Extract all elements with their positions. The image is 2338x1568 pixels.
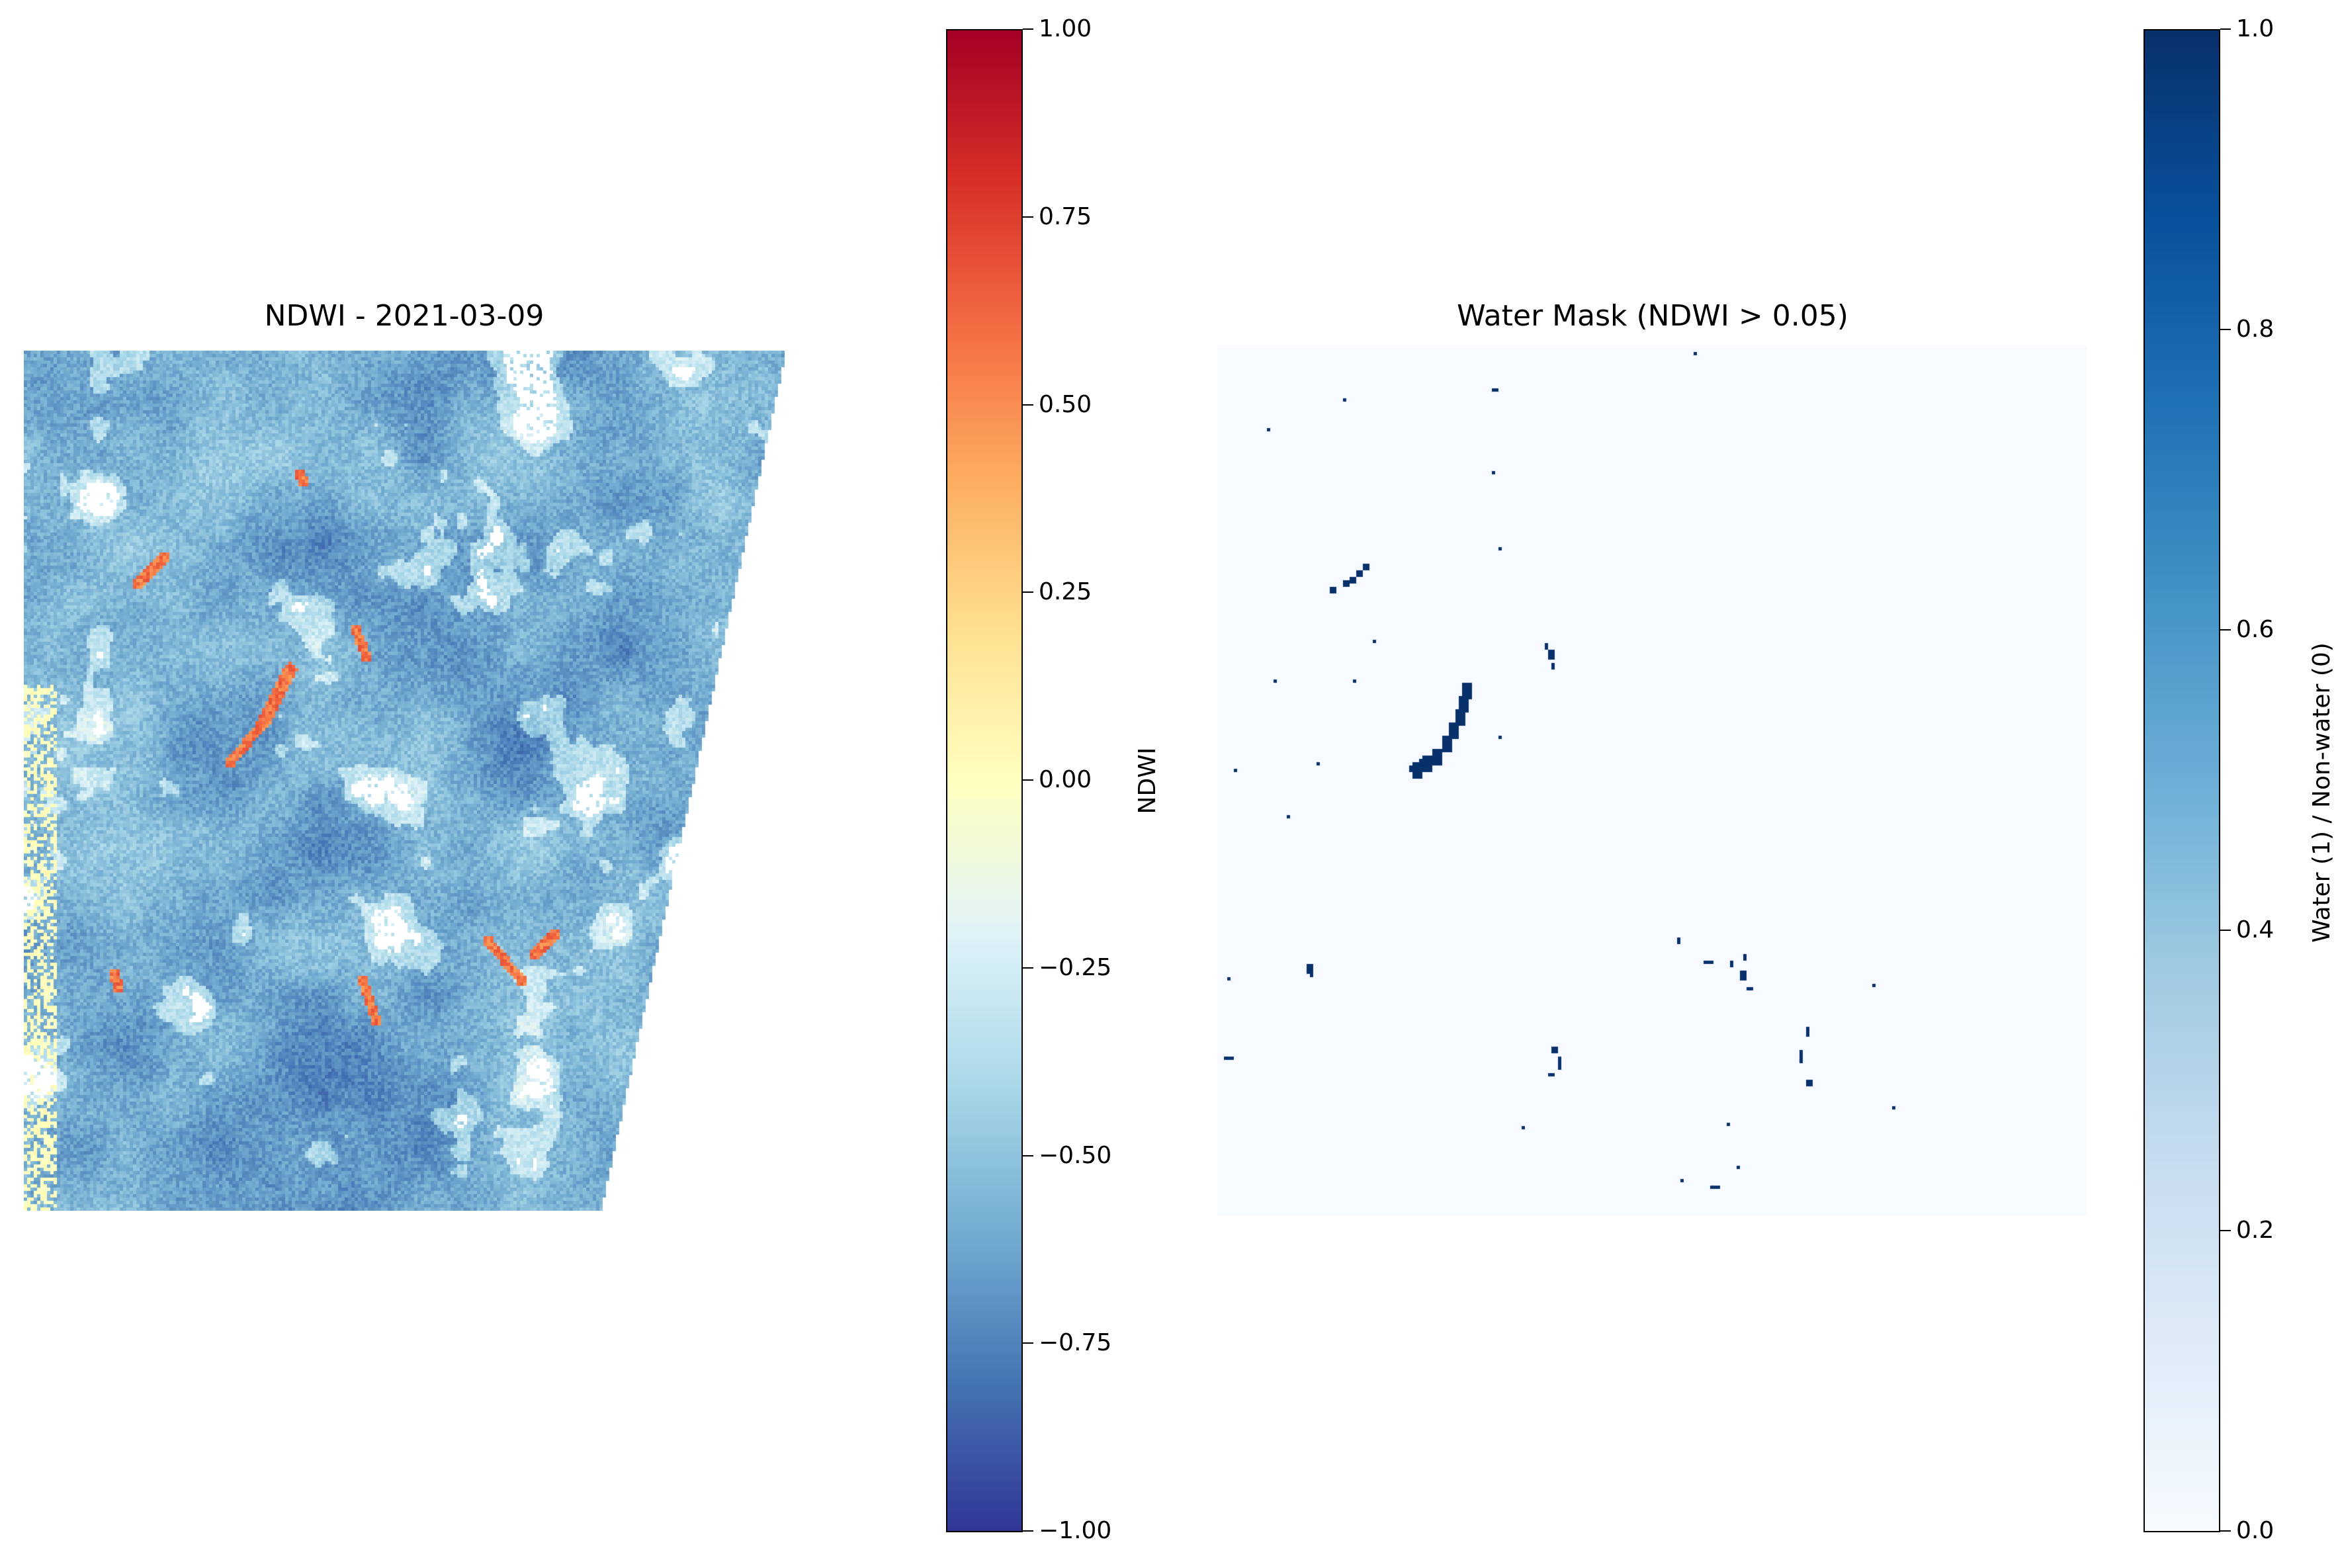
colorbar-tick: [1023, 1530, 1033, 1532]
colorbar-tick: [2220, 629, 2231, 631]
colorbar-tick-label: 0.00: [1039, 766, 1092, 793]
colorbar-tick: [1023, 591, 1033, 593]
colorbar-tick-label: −0.25: [1039, 953, 1112, 981]
water-mask-colorbar: [2143, 29, 2220, 1532]
cb2-gradient: [2145, 30, 2219, 1531]
colorbar-tick-label: 0.75: [1039, 202, 1092, 230]
colorbar-tick: [1023, 404, 1033, 406]
water-mask-colorbar-label: Water (1) / Non-water (0): [2308, 642, 2335, 943]
ndwi-title: NDWI - 2021-03-09: [264, 299, 544, 333]
cb1-gradient: [947, 30, 1021, 1531]
colorbar-tick: [2220, 329, 2231, 330]
colorbar-tick-label: 0.0: [2236, 1517, 2274, 1544]
colorbar-tick-label: 0.50: [1039, 390, 1092, 418]
colorbar-tick-label: 0.6: [2236, 616, 2274, 643]
ndwi-heatmap: [24, 351, 785, 1211]
water-mask-heatmap: [1217, 345, 2088, 1216]
colorbar-tick-label: 0.25: [1039, 578, 1092, 606]
colorbar-tick: [2220, 1530, 2231, 1532]
colorbar-tick-label: 0.8: [2236, 316, 2274, 343]
colorbar-tick: [2220, 1230, 2231, 1231]
water-mask-title: Water Mask (NDWI > 0.05): [1457, 299, 1848, 333]
colorbar-tick: [1023, 1342, 1033, 1344]
colorbar-tick-label: −0.75: [1039, 1329, 1112, 1357]
colorbar-tick-label: 1.0: [2236, 15, 2274, 42]
colorbar-tick-label: 0.2: [2236, 1217, 2274, 1244]
ndwi-colorbar: [946, 29, 1023, 1532]
colorbar-tick-label: −1.00: [1039, 1517, 1112, 1544]
colorbar-tick-label: −0.50: [1039, 1141, 1112, 1169]
colorbar-tick-label: 1.00: [1039, 15, 1092, 42]
colorbar-tick: [1023, 28, 1033, 30]
colorbar-tick: [1023, 967, 1033, 969]
colorbar-tick: [2220, 930, 2231, 931]
colorbar-tick: [1023, 1154, 1033, 1156]
colorbar-tick-label: 0.4: [2236, 916, 2274, 943]
colorbar-tick: [1023, 779, 1033, 781]
colorbar-tick: [1023, 216, 1033, 218]
ndwi-colorbar-label: NDWI: [1134, 747, 1161, 814]
colorbar-tick: [2220, 28, 2231, 30]
